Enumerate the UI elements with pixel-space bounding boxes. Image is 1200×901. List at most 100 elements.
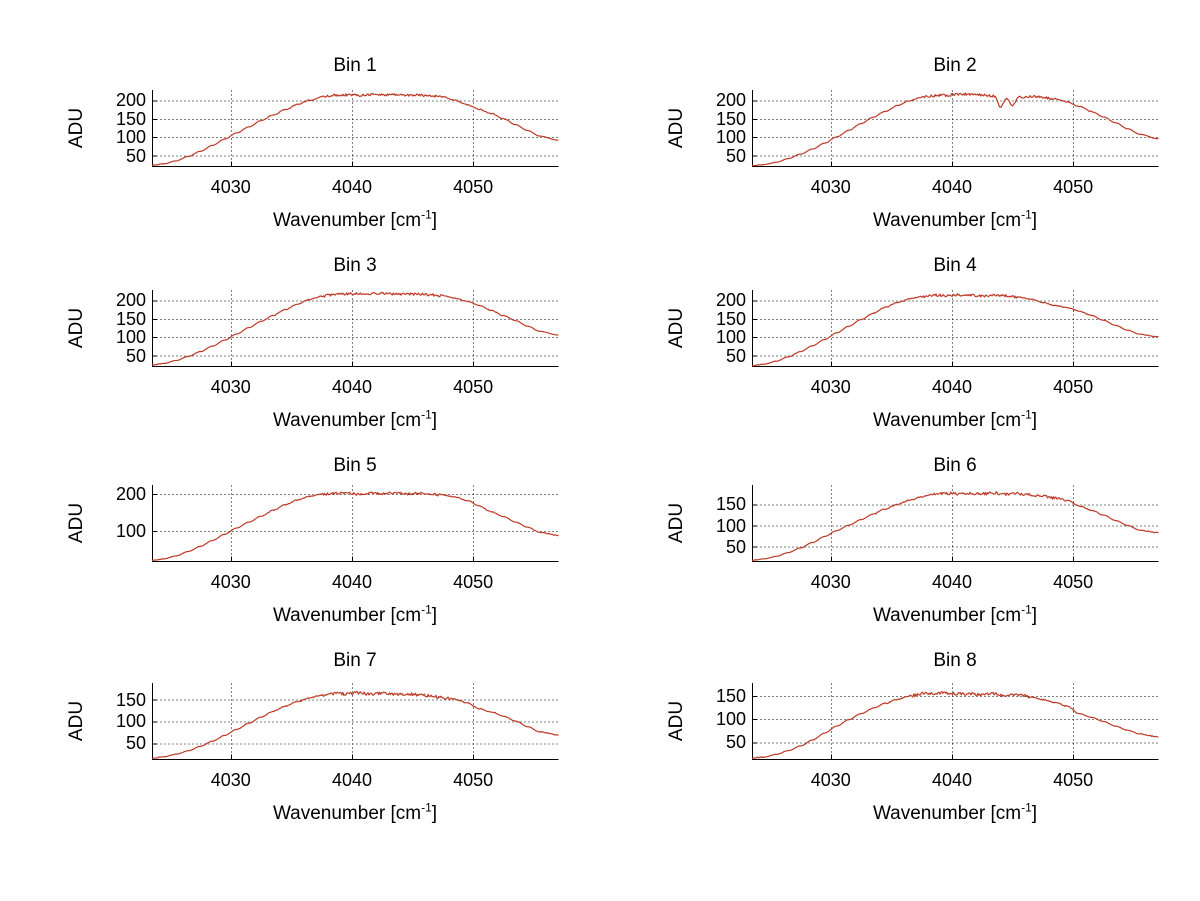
y-tick-label: 100	[115, 520, 146, 541]
axis-spines	[152, 485, 559, 562]
y-axis-label: ADU	[666, 107, 687, 149]
x-tick-label: 4040	[931, 377, 972, 397]
x-axis-label: Wavenumber [cm-1]	[752, 602, 1158, 627]
plot-area	[752, 290, 1159, 367]
y-axis-label: ADU	[66, 307, 87, 349]
grid-lines	[752, 290, 1159, 367]
x-axis-label-tail: ]	[1031, 803, 1038, 824]
y-axis-label: ADU	[666, 700, 687, 742]
y-tick-label: 200	[115, 90, 146, 111]
y-tick-label: 50	[725, 536, 746, 557]
x-axis-label-text: Wavenumber [cm	[872, 410, 1022, 431]
x-tick-label: 4040	[931, 177, 972, 197]
x-axis-label-exponent: -1	[1021, 800, 1032, 815]
plot-area	[152, 90, 559, 167]
x-axis-label-tail: ]	[1031, 605, 1038, 626]
axis-spines	[152, 290, 559, 367]
x-tick-label: 4030	[810, 572, 851, 592]
x-tick-label: 4030	[210, 377, 251, 397]
spectrum-line	[752, 293, 1159, 367]
x-tick-label: 4030	[210, 572, 251, 592]
grid-lines	[152, 683, 559, 760]
y-tick-label: 100	[115, 127, 146, 148]
y-tick-label: 100	[715, 127, 746, 148]
x-tick-label: 4030	[810, 377, 851, 397]
x-tick-label: 4050	[1053, 377, 1094, 397]
x-tick-label: 4050	[1053, 177, 1094, 197]
y-axis-label: ADU	[666, 502, 687, 544]
x-axis-label-exponent: -1	[421, 800, 432, 815]
y-tick-label: 150	[715, 308, 746, 329]
x-tick-label: 4030	[210, 177, 251, 197]
x-axis-label-exponent: -1	[421, 407, 432, 422]
axis-spines	[752, 290, 1159, 367]
grid-lines	[752, 90, 1159, 167]
y-tick-label: 200	[115, 484, 146, 505]
plot-wrapper	[152, 485, 566, 569]
spectrum-line	[752, 491, 1159, 562]
plot-area	[752, 90, 1159, 167]
x-axis-label-text: Wavenumber [cm	[872, 803, 1022, 824]
spectrum-line	[152, 291, 559, 366]
x-tick-label: 4040	[931, 770, 972, 790]
spectrum-line	[152, 690, 559, 759]
grid-lines	[752, 683, 1159, 760]
y-axis-label: ADU	[66, 107, 87, 149]
x-tick-label: 4050	[453, 177, 494, 197]
axis-spines	[752, 683, 1159, 760]
y-tick-label: 150	[715, 494, 746, 515]
y-tick-label: 150	[715, 685, 746, 706]
x-tick-label: 4040	[331, 177, 372, 197]
x-axis-label-text: Wavenumber [cm	[272, 210, 422, 231]
subplot-title: Bin 1	[333, 55, 377, 76]
subplot-title: Bin 7	[333, 650, 377, 671]
y-axis-label: ADU	[66, 700, 87, 742]
x-axis-label: Wavenumber [cm-1]	[752, 207, 1158, 232]
plot-wrapper	[752, 90, 1166, 174]
x-tick-label: 4040	[331, 572, 372, 592]
x-axis-label-exponent: -1	[1021, 207, 1032, 222]
axis-spines	[152, 683, 559, 760]
subplot-panel: Bin 4 ADU 50 100 150 200 4030 4040 4050 Wavenumbe…	[657, 255, 1159, 446]
x-axis-label-exponent: -1	[1021, 602, 1032, 617]
x-axis-label-text: Wavenumber [cm	[272, 605, 422, 626]
y-axis-label: ADU	[666, 307, 687, 349]
subplot-title: Bin 5	[333, 455, 377, 476]
x-tick-label: 4030	[810, 770, 851, 790]
plot-area	[752, 683, 1159, 760]
plot-wrapper	[752, 290, 1166, 374]
plot-wrapper	[752, 485, 1166, 569]
x-tick-label: 4030	[210, 770, 251, 790]
x-axis-label-tail: ]	[1031, 210, 1038, 231]
x-tick-label: 4050	[453, 572, 494, 592]
x-tick-label: 4050	[1053, 770, 1094, 790]
x-axis-label-exponent: -1	[1021, 407, 1032, 422]
subplot-panel: Bin 5 ADU 100 200 4030 4040 4050 Wavenumber [cm…	[57, 455, 559, 641]
plot-wrapper	[152, 683, 566, 767]
y-tick-label: 200	[715, 90, 746, 111]
axis-spines	[752, 90, 1159, 167]
x-axis-label-text: Wavenumber [cm	[872, 605, 1022, 626]
axis-spines	[752, 485, 1159, 562]
x-axis-label-tail: ]	[431, 605, 438, 626]
subplot-title: Bin 6	[933, 455, 977, 476]
subplot-panel: Bin 2 ADU 50 100 150 200 4030 4040 4050 Wavenumbe…	[657, 55, 1159, 246]
grid-lines	[152, 485, 559, 562]
plot-area	[152, 683, 559, 760]
x-axis-label-exponent: -1	[421, 207, 432, 222]
subplot-title: Bin 3	[333, 255, 377, 276]
spectrum-line	[152, 92, 559, 166]
grid-lines	[752, 485, 1159, 562]
subplot-panel: Bin 7 ADU 50 100 150 4030 4040 4050 Wavenumber […	[57, 650, 559, 839]
subplot-title: Bin 2	[933, 55, 977, 76]
x-axis-label-exponent: -1	[421, 602, 432, 617]
subplot-panel: Bin 6 ADU 50 100 150 4030 4040 4050 Wavenumber […	[657, 455, 1159, 641]
y-tick-label: 100	[115, 711, 146, 732]
plot-wrapper	[152, 290, 566, 374]
plot-wrapper	[152, 90, 566, 174]
y-tick-label: 50	[725, 732, 746, 753]
x-tick-label: 4050	[453, 377, 494, 397]
y-tick-label: 200	[715, 290, 746, 311]
x-axis-label: Wavenumber [cm-1]	[752, 407, 1158, 432]
